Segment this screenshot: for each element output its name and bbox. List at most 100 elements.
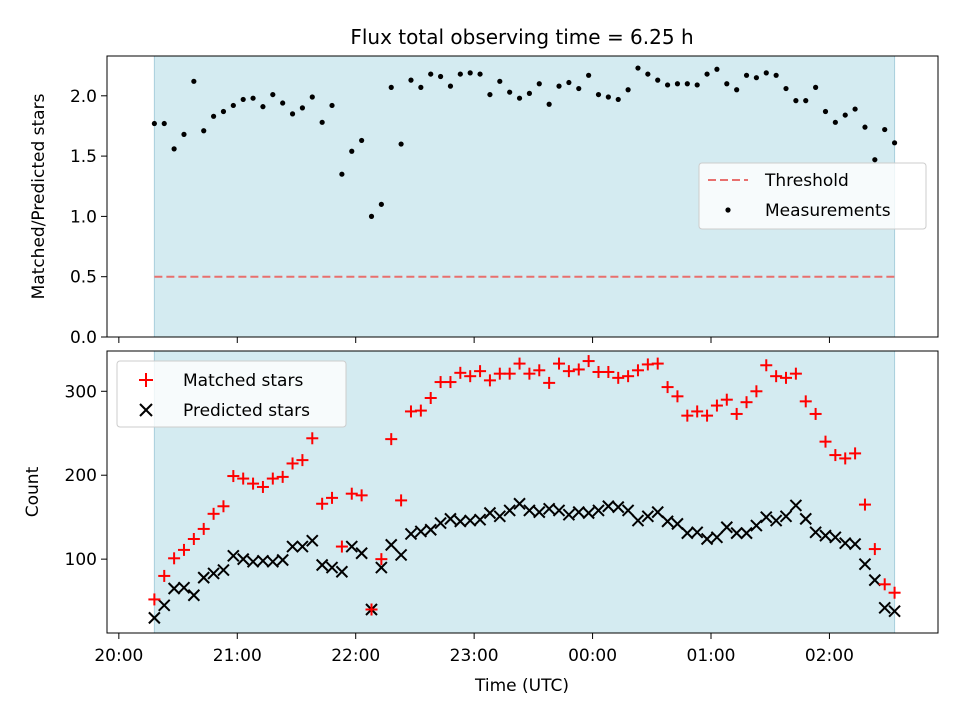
measurement-point <box>398 141 404 147</box>
measurement-point <box>418 84 424 90</box>
measurement-point <box>605 94 611 100</box>
predicted-star-point <box>789 499 803 512</box>
predicted-star-point <box>779 510 793 523</box>
measurement-point <box>576 85 582 92</box>
predicted-star-point <box>661 515 674 528</box>
matched-star-point <box>276 470 289 483</box>
predicted-star-point <box>414 525 428 538</box>
predicted-star-point <box>444 512 457 526</box>
measurement-point <box>773 72 779 78</box>
measurement-point <box>477 71 483 77</box>
measurement-point <box>566 79 572 86</box>
measurement-point <box>536 81 542 87</box>
matched-star-point <box>760 359 773 372</box>
matched-star-point <box>168 552 181 565</box>
matched-star-point <box>523 367 536 380</box>
measurement-point <box>793 98 799 104</box>
x-axis-label: Time (UTC) <box>474 676 569 696</box>
measurement-point <box>872 157 878 163</box>
bottom-y-tick-label: 300 <box>65 382 97 402</box>
top-legend: Threshold Measurements <box>698 162 927 230</box>
matched-star-point <box>553 357 566 370</box>
measurement-point <box>615 96 621 103</box>
predicted-star-point <box>631 514 645 527</box>
matched-star-point <box>701 409 714 422</box>
measurement-point <box>289 111 296 117</box>
predicted-star-point <box>572 505 585 519</box>
measurement-point <box>329 102 335 109</box>
matched-star-point <box>247 477 260 490</box>
predicted-star-point <box>483 506 497 520</box>
measurement-point <box>842 112 848 118</box>
matched-star-point <box>858 498 871 511</box>
top-y-tick-label: 1.5 <box>70 147 97 167</box>
predicted-star-point <box>158 599 171 612</box>
bottom-legend-box <box>116 360 347 428</box>
measurement-point <box>299 105 306 111</box>
matched-star-point <box>237 472 250 485</box>
bottom-x-axis: 20:00 21:00 22:00 23:00 00:00 01:00 02:00 <box>94 633 854 666</box>
bottom-y-axis: 100 200 300 <box>65 382 107 570</box>
measurement-point <box>803 98 809 104</box>
matched-star-point <box>256 480 269 493</box>
top-legend-box <box>698 162 927 230</box>
matched-star-point <box>789 367 802 380</box>
predicted-star-point <box>799 512 812 526</box>
measurement-point <box>171 146 177 152</box>
matched-star-point <box>355 489 368 502</box>
matched-star-point <box>286 457 299 470</box>
matched-star-point <box>799 395 812 408</box>
predicted-star-point <box>809 526 822 539</box>
predicted-star-point <box>878 601 891 615</box>
predicted-star-point <box>325 561 339 574</box>
predicted-star-point <box>454 515 467 528</box>
matched-legend-label: Matched stars <box>183 371 303 391</box>
matched-star-point <box>414 404 427 417</box>
measurement-point <box>497 78 503 84</box>
top-plot-frame <box>106 55 939 338</box>
predicted-star-point <box>681 526 694 540</box>
matched-star-point <box>483 374 496 387</box>
matched-star-point <box>177 543 190 556</box>
measurement-point <box>882 126 888 133</box>
top-panel: 0.00.51.01.52.0 Matched/Predicted stars … <box>29 55 939 348</box>
bottom-plot-frame <box>106 350 939 634</box>
predicted-star-point <box>730 526 743 540</box>
predicted-star-point <box>266 555 280 568</box>
matched-star-point <box>543 376 556 389</box>
predicted-star-point <box>335 565 349 578</box>
measurements-legend-swatch <box>725 207 731 213</box>
predicted-star-point <box>394 548 408 562</box>
matched-star-point <box>770 370 783 383</box>
predicted-star-point <box>187 589 201 602</box>
matched-star-point <box>819 435 832 448</box>
predicted-star-point <box>463 514 477 527</box>
bottom-panel: 100 200 300 20:00 21:00 22:00 23:00 00:00 01:00… <box>23 350 939 696</box>
matched-star-point <box>365 603 378 616</box>
predicted-star-point <box>582 506 595 520</box>
matched-star-point <box>651 357 664 370</box>
matched-star-point <box>839 452 852 465</box>
matched-star-point <box>266 472 279 485</box>
measurement-point <box>230 102 236 109</box>
matched-star-point <box>562 365 575 378</box>
predicted-star-point <box>404 527 418 541</box>
measurement-point <box>724 81 730 87</box>
measurement-point <box>280 100 286 106</box>
measurement-point <box>734 87 740 93</box>
measurement-point <box>151 120 157 127</box>
measurement-point <box>191 78 197 84</box>
measurement-point <box>714 66 720 72</box>
predicted-star-point <box>829 531 842 544</box>
predicted-star-point <box>552 504 566 517</box>
measurement-point <box>437 73 444 80</box>
matched-star-point <box>513 357 526 370</box>
matched-star-point <box>187 533 200 545</box>
predicted-legend-label: Predicted stars <box>183 401 310 421</box>
matched-star-point <box>878 578 891 591</box>
measurement-point <box>704 71 710 77</box>
predicted-star-point <box>227 549 240 562</box>
predicted-star-point <box>434 516 447 530</box>
predicted-star-point <box>315 558 329 572</box>
measurement-point <box>546 101 552 107</box>
